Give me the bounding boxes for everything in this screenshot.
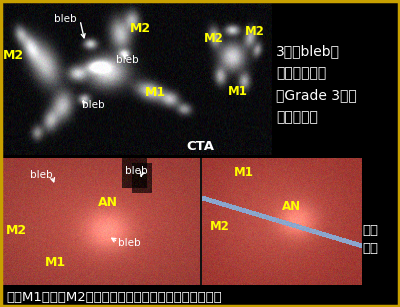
Text: M1: M1	[45, 257, 66, 270]
Text: M1: M1	[145, 86, 166, 99]
Text: M2: M2	[210, 220, 230, 233]
Bar	[272, 2, 398, 155]
Text: M1: M1	[228, 85, 248, 98]
Text: bleb: bleb	[82, 100, 105, 110]
Text: M2: M2	[204, 32, 224, 45]
Bar	[2, 2, 398, 155]
Text: M2: M2	[130, 21, 151, 34]
Text: 持つ癢の形態: 持つ癢の形態	[276, 66, 326, 80]
Text: CTA: CTA	[186, 140, 214, 153]
Text: bleb: bleb	[125, 166, 148, 176]
Text: AN: AN	[282, 200, 301, 213]
Bar	[2, 288, 398, 307]
Text: M2: M2	[3, 49, 24, 61]
Text: bleb: bleb	[30, 170, 53, 180]
Text: bleb: bleb	[118, 238, 141, 248]
Text: 瘼とM1およびM2との位置関係の把握にも有用であった: 瘼とM1およびM2との位置関係の把握にも有用であった	[6, 291, 222, 304]
Text: M1: M1	[234, 166, 254, 179]
Text: bleb: bleb	[54, 14, 77, 24]
Bar	[200, 158, 202, 285]
Text: bleb: bleb	[116, 55, 139, 65]
Text: AN: AN	[98, 196, 118, 209]
Text: 明療に描出: 明療に描出	[276, 110, 318, 124]
Text: 3つのblebを: 3つのblebを	[276, 44, 340, 58]
Text: M2: M2	[245, 25, 265, 38]
Text: （Grade 3）が: （Grade 3）が	[276, 88, 357, 102]
Text: M2: M2	[6, 223, 27, 236]
Text: 術中: 術中	[362, 223, 378, 236]
Text: 写真: 写真	[362, 242, 378, 255]
